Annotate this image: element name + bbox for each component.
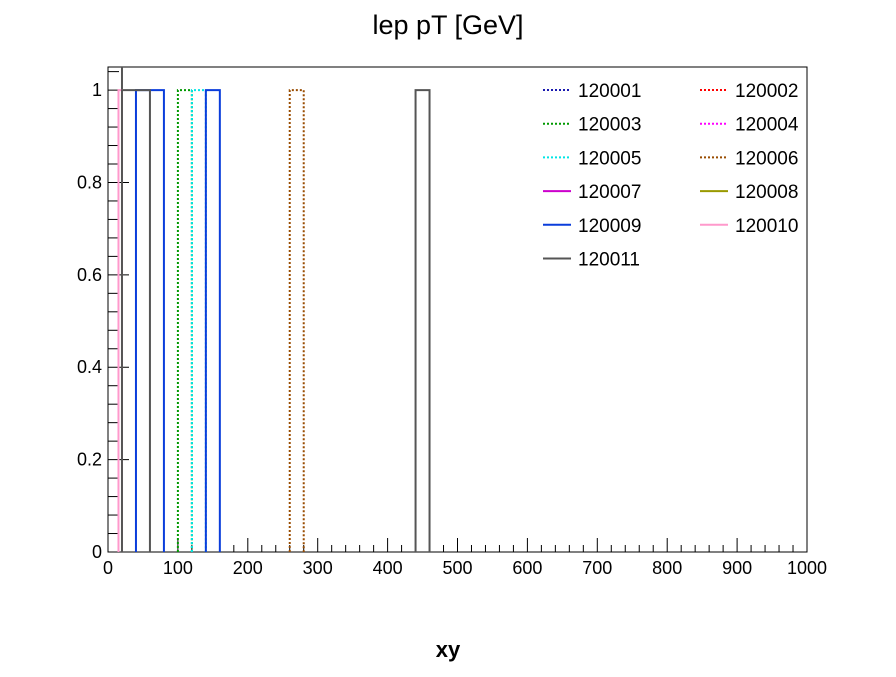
y-tick-label: 0.8	[77, 172, 102, 192]
y-tick-label: 1	[92, 80, 102, 100]
x-tick-label: 900	[722, 558, 752, 578]
y-tick-label: 0.6	[77, 265, 102, 285]
legend-label-120007: 120007	[578, 182, 641, 203]
x-tick-label: 100	[163, 558, 193, 578]
legend-label-120001: 120001	[578, 81, 641, 102]
y-tick-label: 0.2	[77, 450, 102, 470]
x-tick-label: 800	[652, 558, 682, 578]
histogram-series	[117, 67, 431, 552]
legend-label-120010: 120010	[735, 216, 798, 237]
series-120011-bin	[120, 89, 151, 552]
series-120003-bin	[176, 89, 193, 552]
x-axis-ticks: 0 100 200 300 400 500 600 700 800 900 1000	[103, 538, 827, 578]
legend-label-120008: 120008	[735, 182, 798, 203]
legend-label-120011: 120011	[578, 250, 640, 271]
legend: 120001 120002 120003 120004 120005 120006 1200…	[543, 81, 799, 271]
series-120006-bin	[288, 89, 305, 552]
legend-label-120006: 120006	[735, 148, 798, 169]
x-tick-label: 1000	[787, 558, 827, 578]
x-tick-label: 700	[582, 558, 612, 578]
y-tick-label: 0	[92, 542, 102, 562]
legend-label-120004: 120004	[735, 115, 799, 136]
plot-frame	[107, 66, 808, 553]
chart-title: lep pT [GeV]	[372, 10, 523, 40]
y-axis-ticks: 0 0.2 0.4 0.6 0.8 1	[77, 71, 129, 562]
x-tick-label: 500	[442, 558, 472, 578]
x-tick-label: 400	[373, 558, 403, 578]
legend-label-120003: 120003	[578, 115, 641, 136]
x-tick-label: 0	[103, 558, 113, 578]
series-120009-bin	[204, 89, 221, 552]
legend-label-120002: 120002	[735, 81, 798, 102]
x-axis-label: xy	[436, 637, 461, 662]
series-120005-bin	[190, 89, 207, 552]
x-tick-label: 200	[233, 558, 263, 578]
x-tick-label: 300	[303, 558, 333, 578]
legend-label-120009: 120009	[578, 216, 641, 237]
x-tick-label: 600	[512, 558, 542, 578]
series-120011-bin	[414, 89, 431, 552]
legend-label-120005: 120005	[578, 148, 641, 169]
y-tick-label: 0.4	[77, 357, 102, 377]
